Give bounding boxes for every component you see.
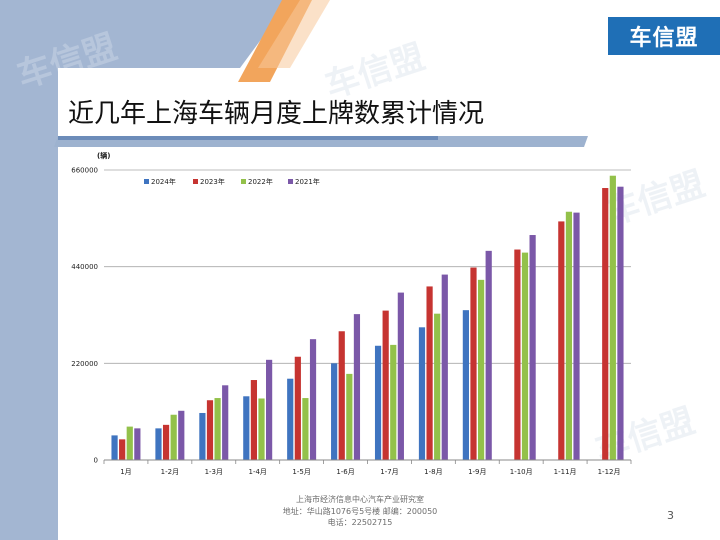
y-tick-label: 0: [94, 457, 98, 465]
brand-logo: 车信盟: [608, 17, 720, 55]
bar-2023年-1-10月: [514, 249, 521, 460]
bar-2023年-1-9月: [470, 267, 477, 460]
bar-2022年-1-3月: [214, 398, 221, 460]
legend-label: 2024年: [151, 177, 176, 186]
bar-2022年-1-4月: [258, 398, 265, 460]
x-tick-label: 1-12月: [598, 468, 621, 476]
bar-2021年-1-6月: [353, 314, 361, 460]
x-tick-label: 1-8月: [424, 468, 442, 476]
x-tick-label: 1-10月: [510, 468, 533, 476]
x-tick-label: 1-6月: [336, 468, 354, 476]
chart-bars: [111, 175, 624, 460]
chart-legend: 2024年 2023年 2022年 2021年: [144, 177, 320, 186]
bar-2024年-1月: [111, 435, 118, 460]
bar-2023年-1-11月: [558, 221, 565, 460]
bar-2022年-1-10月: [521, 252, 529, 460]
legend-swatch: [288, 179, 293, 184]
legend-swatch: [193, 179, 198, 184]
bar-2023年-1-2月: [162, 424, 170, 460]
x-tick-label: 1-4月: [248, 468, 266, 476]
y-tick-label: 660000: [71, 167, 98, 175]
footer-phone: 电话：22502715: [327, 518, 393, 527]
bar-2023年-1-3月: [206, 400, 214, 460]
bar-2022年-1-7月: [390, 344, 397, 460]
bar-2024年-1-8月: [418, 327, 426, 460]
footer-address: 地址：华山路1076号5号楼 邮编：200050: [282, 506, 438, 516]
x-tick-label: 1-2月: [161, 468, 179, 476]
bar-2023年-1-5月: [294, 356, 301, 460]
page-number: 3: [667, 509, 674, 522]
x-tick-label: 1月: [120, 468, 131, 476]
legend-label: 2023年: [200, 177, 225, 186]
chart-axes: 1月 1-2月 1-3月 1-4月 1-5月 1-6月 1-7月 1-8月 1-9月 1-10月 1…: [103, 459, 632, 476]
header-stripe-light: [258, 0, 330, 68]
bar-2022年-1-8月: [434, 313, 441, 460]
bar-2022年-1-5月: [302, 398, 309, 460]
bar-2023年-1月: [119, 439, 126, 460]
bar-2022年-1-11月: [565, 211, 573, 460]
chart-grid: 0 220000 440000 660000: [71, 167, 631, 465]
footer-org: 上海市经济信息中心汽车产业研究室: [296, 495, 424, 504]
bar-2021年-1-7月: [397, 292, 404, 460]
x-tick-label: 1-3月: [205, 468, 223, 476]
y-tick-label: 220000: [71, 360, 98, 368]
legend-label: 2022年: [248, 177, 273, 186]
x-tick-label: 1-7月: [380, 468, 398, 476]
y-unit-label: (辆): [97, 151, 110, 160]
bar-2021年-1-2月: [178, 410, 185, 460]
bar-2021年-1-11月: [573, 212, 580, 460]
bar-2024年-1-3月: [199, 412, 206, 460]
title-underline-dark: [58, 136, 438, 140]
legend-label: 2021年: [295, 177, 320, 186]
bar-2021年-1-10月: [529, 235, 536, 460]
bar-2024年-1-9月: [462, 310, 469, 460]
legend-swatch: [144, 179, 149, 184]
x-tick-label: 1-11月: [554, 468, 577, 476]
bar-2022年-1-12月: [609, 175, 616, 460]
bar-2024年-1-5月: [287, 378, 294, 460]
x-tick-label: 1-9月: [468, 468, 486, 476]
bar-2023年-1-8月: [426, 286, 433, 460]
bar-2024年-1-2月: [155, 428, 162, 460]
bar-2021年-1-3月: [222, 385, 229, 460]
bar-2023年-1-4月: [250, 380, 258, 460]
legend-swatch: [241, 179, 246, 184]
slide-title: 近几年上海车辆月度上牌数累计情况: [68, 99, 485, 129]
bar-2021年-1月: [134, 428, 141, 460]
bar-2023年-1-6月: [338, 331, 345, 460]
bar-2023年-1-7月: [382, 310, 389, 460]
bar-2021年-1-5月: [309, 339, 317, 460]
bar-2021年-1-9月: [485, 250, 492, 460]
x-tick-label: 1-5月: [292, 468, 310, 476]
bar-2021年-1-8月: [441, 274, 448, 460]
bar-2022年-1-2月: [170, 414, 177, 460]
y-tick-label: 440000: [71, 263, 98, 271]
bar-2023年-1-12月: [602, 188, 609, 460]
bar-2022年-1月: [126, 426, 133, 460]
bar-2021年-1-12月: [617, 186, 624, 460]
bar-2021年-1-4月: [266, 359, 273, 460]
footer-info: 上海市经济信息中心汽车产业研究室 地址：华山路1076号5号楼 邮编：20005…: [210, 494, 510, 529]
bar-2024年-1-4月: [243, 396, 250, 460]
left-blue-band: [0, 0, 290, 540]
bar-2022年-1-6月: [346, 373, 353, 460]
bar-2024年-1-7月: [374, 345, 382, 460]
bar-2022年-1-9月: [477, 279, 485, 460]
bar-2024年-1-6月: [331, 363, 338, 460]
